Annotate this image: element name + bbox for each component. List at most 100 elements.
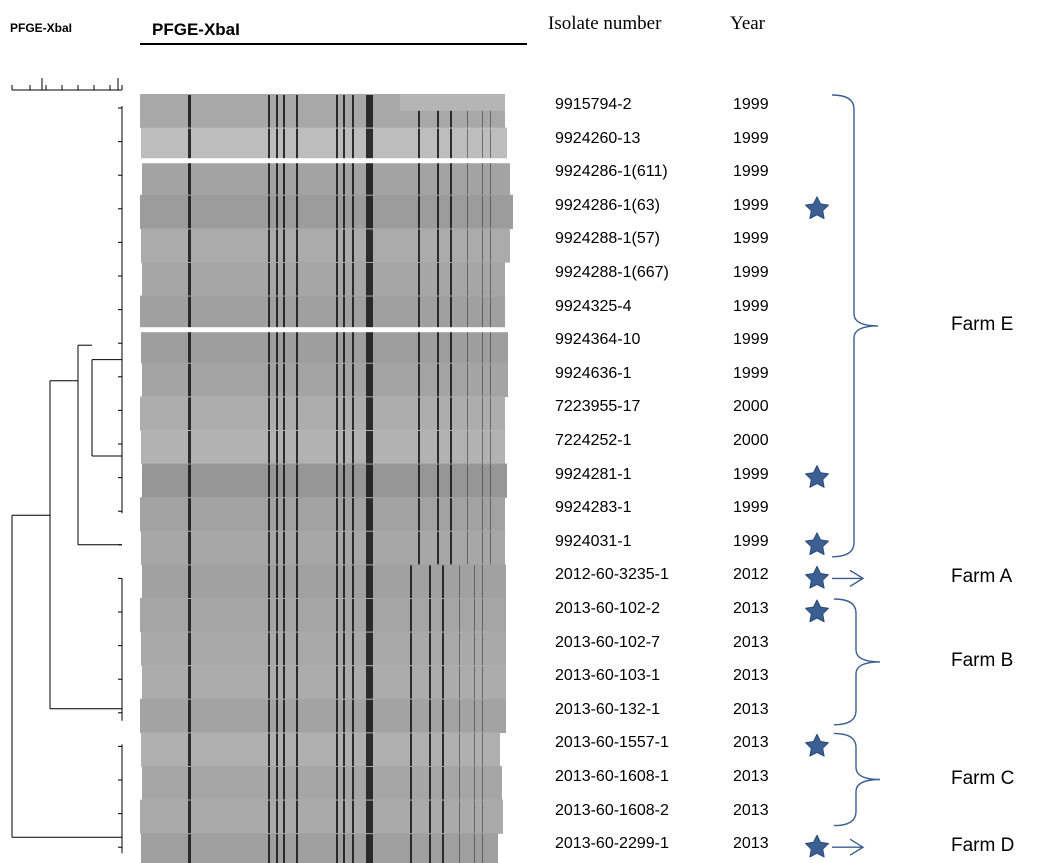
gel-band [442,800,444,834]
gel-band [467,397,468,430]
lane-background [140,598,506,633]
farm-label: Farm B [951,649,1014,671]
gel-band [336,162,338,195]
gel-lane [141,430,505,465]
gel-band [459,565,460,598]
gel-lane [142,362,508,397]
gel-band [352,95,354,128]
gel-band [268,699,270,733]
gel-band [283,128,285,162]
gel-band [296,599,298,632]
gel-band [450,531,452,565]
column-header-isolate: Isolate number [548,13,662,34]
isolate-number: 9915794-2 [555,96,632,113]
isolate-year: 2013 [733,667,769,685]
isolate-number: 9924364-10 [555,331,641,349]
figure-title: PFGE-XbaI [152,20,240,39]
gel-band [268,431,270,464]
gel-band [450,263,452,296]
gel-band [336,128,338,162]
gel-band [268,834,270,863]
gel-band [352,162,354,195]
gel-band [343,363,345,397]
gel-band [474,666,475,699]
dendrogram [11,106,123,854]
gel-band [296,800,298,834]
gel-band [459,666,460,699]
gel-lane [141,127,507,162]
gel-lane [141,228,510,263]
farm-bracket [833,732,881,827]
gel-band [450,330,452,363]
gel-band [296,834,298,863]
gel-band [276,296,278,330]
gel-band [283,800,285,834]
isolate-number: 2013-60-102-2 [555,600,660,617]
gel-lane [140,497,505,532]
gel-band [352,666,354,699]
gel-band [370,363,373,397]
isolate-number: 9924281-1 [555,465,632,483]
gel-band [467,330,468,363]
gel-band [276,162,278,195]
gel-band [352,464,354,498]
gel-band [366,834,370,863]
gel-band [268,800,270,834]
gel-band [188,195,191,229]
isolate-year: 1999 [733,465,769,483]
gel-band [450,464,452,498]
lane-background [140,497,505,532]
gel-band [343,464,345,498]
gel-band [336,363,338,397]
gel-band [268,162,270,195]
gel-band [490,330,491,363]
gel-band [459,767,460,800]
farm-label: Farm E [951,313,1014,335]
gel-band [343,699,345,733]
isolate-number: 9924288-1(667) [555,264,669,281]
gel-band [336,531,338,565]
gel-band [490,363,491,397]
gel-band [352,431,354,464]
gel-band [370,162,373,195]
gel-band [370,128,373,162]
gel-band [410,733,412,766]
gel-band [370,263,373,296]
gel-band [474,699,475,733]
gel-band [296,531,298,565]
gel-band [268,128,270,162]
gel-band [418,195,420,229]
gel-band [343,162,345,195]
gel-lane [140,94,505,129]
gel-band [410,632,412,666]
gel-band [370,666,373,699]
gel-band [418,498,420,531]
gel-band [450,162,452,195]
gel-band [188,95,191,128]
isolate-year: 2000 [733,432,769,449]
gel-band [474,565,475,598]
gel-band [276,599,278,632]
gel-band [188,229,191,262]
isolate-year: 1999 [733,230,769,248]
gel-band [276,263,278,296]
gel-band [352,229,354,262]
gel-band [296,431,298,464]
isolate-number: 2012-60-3235-1 [555,566,669,584]
gel-band [450,195,452,229]
gel-band [268,330,270,363]
gel-band [366,330,370,363]
gel-band [283,95,285,128]
gel-band [352,599,354,632]
star-icon [805,733,829,757]
isolate-number: 9924325-4 [555,297,632,315]
isolate-number: 2013-60-1608-2 [555,801,669,819]
gel-band [418,229,420,262]
gel-band [352,363,354,397]
gel-band [490,397,491,430]
gel-band [490,531,491,565]
gel-band [188,498,191,531]
lane-background [141,228,510,263]
gel-lane [142,463,507,498]
gel-band [410,800,412,834]
